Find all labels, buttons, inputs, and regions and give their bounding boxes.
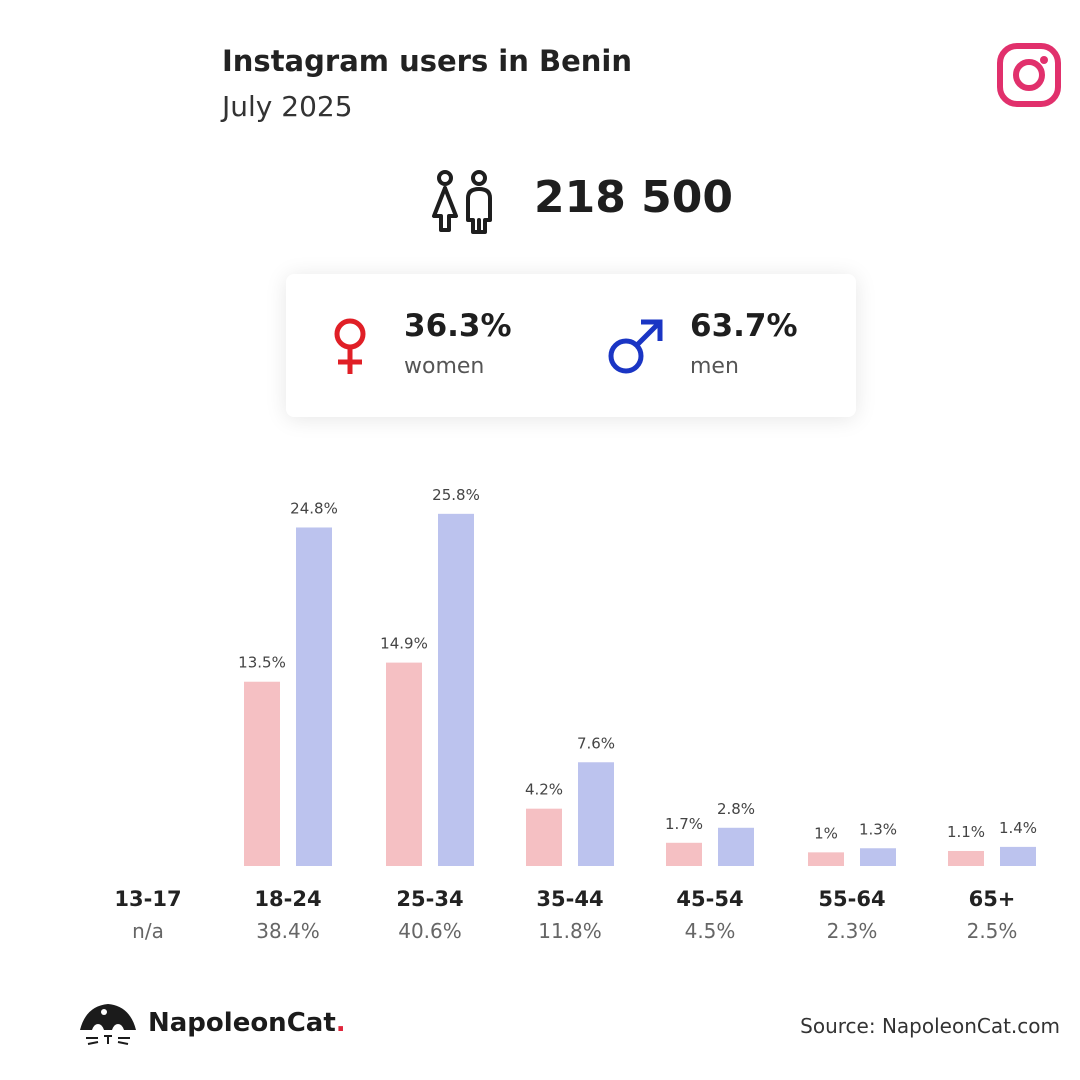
bar-women-35-44 bbox=[526, 808, 562, 866]
users-icon bbox=[432, 170, 492, 234]
category-label-65+: 65+ bbox=[969, 887, 1016, 911]
bar-men-45-54 bbox=[718, 827, 754, 866]
bar-women-65+ bbox=[948, 850, 984, 866]
bar-men-18-24 bbox=[296, 527, 332, 866]
bar-label-men-45-54: 2.8% bbox=[717, 800, 755, 818]
bar-men-55-64 bbox=[860, 848, 896, 866]
brand-name-text: NapoleonCat bbox=[148, 1008, 336, 1038]
women-percent: 36.3% bbox=[404, 308, 512, 344]
category-label-18-24: 18-24 bbox=[254, 887, 321, 911]
flag-yellow-band bbox=[126, 47, 196, 86]
category-label-35-44: 35-44 bbox=[536, 887, 603, 911]
bar-women-45-54 bbox=[666, 842, 702, 866]
bar-men-35-44 bbox=[578, 762, 614, 866]
category-total-13-17: n/a bbox=[132, 919, 164, 943]
source-text: Source: NapoleonCat.com bbox=[800, 1014, 1060, 1038]
instagram-icon bbox=[997, 43, 1061, 107]
page-subtitle: July 2025 bbox=[222, 90, 353, 123]
flag-green-band bbox=[80, 47, 126, 126]
male-icon bbox=[608, 319, 663, 374]
bar-label-women-45-54: 1.7% bbox=[665, 815, 703, 833]
category-label-25-34: 25-34 bbox=[396, 887, 463, 911]
category-total-65+: 2.5% bbox=[967, 919, 1018, 943]
bar-label-men-55-64: 1.3% bbox=[859, 820, 897, 838]
bar-label-men-18-24: 24.8% bbox=[290, 499, 338, 517]
bar-label-women-65+: 1.1% bbox=[947, 823, 985, 841]
bar-label-women-35-44: 4.2% bbox=[525, 781, 563, 799]
flag-red-band bbox=[126, 86, 196, 126]
category-label-13-17: 13-17 bbox=[114, 887, 181, 911]
bar-label-men-25-34: 25.8% bbox=[432, 486, 480, 504]
category-total-55-64: 2.3% bbox=[827, 919, 878, 943]
bar-women-55-64 bbox=[808, 852, 844, 866]
bar-label-women-18-24: 13.5% bbox=[238, 654, 286, 672]
category-label-45-54: 45-54 bbox=[676, 887, 743, 911]
benin-flag bbox=[80, 47, 196, 126]
page-title: Instagram users in Benin bbox=[222, 44, 632, 78]
category-total-18-24: 38.4% bbox=[256, 919, 320, 943]
men-label: men bbox=[690, 354, 739, 379]
men-percent: 63.7% bbox=[690, 308, 798, 344]
bar-men-65+ bbox=[1000, 846, 1036, 866]
gender-card: 36.3% women 63.7% men bbox=[286, 274, 856, 417]
brand-name: NapoleonCat. bbox=[148, 1008, 346, 1038]
bar-women-18-24 bbox=[244, 681, 280, 866]
bar-women-25-34 bbox=[386, 662, 422, 866]
category-total-45-54: 4.5% bbox=[685, 919, 736, 943]
bar-label-women-25-34: 14.9% bbox=[380, 635, 428, 653]
category-total-25-34: 40.6% bbox=[398, 919, 462, 943]
brand-dot: . bbox=[335, 1008, 346, 1038]
category-label-55-64: 55-64 bbox=[818, 887, 885, 911]
women-label: women bbox=[404, 354, 485, 379]
napoleoncat-logo-icon bbox=[80, 1004, 136, 1045]
age-gender-bar-chart: 13-17 n/a 13.5% 24.8% 18-24 38.4% 14.9% 25.8% 25… bbox=[114, 486, 1037, 943]
female-icon bbox=[334, 318, 366, 374]
category-total-35-44: 11.8% bbox=[538, 919, 602, 943]
bar-label-women-55-64: 1% bbox=[814, 824, 838, 842]
total-users: 218 500 bbox=[534, 172, 734, 223]
bar-label-men-65+: 1.4% bbox=[999, 819, 1037, 837]
bar-label-men-35-44: 7.6% bbox=[577, 734, 615, 752]
bar-men-25-34 bbox=[438, 513, 474, 866]
